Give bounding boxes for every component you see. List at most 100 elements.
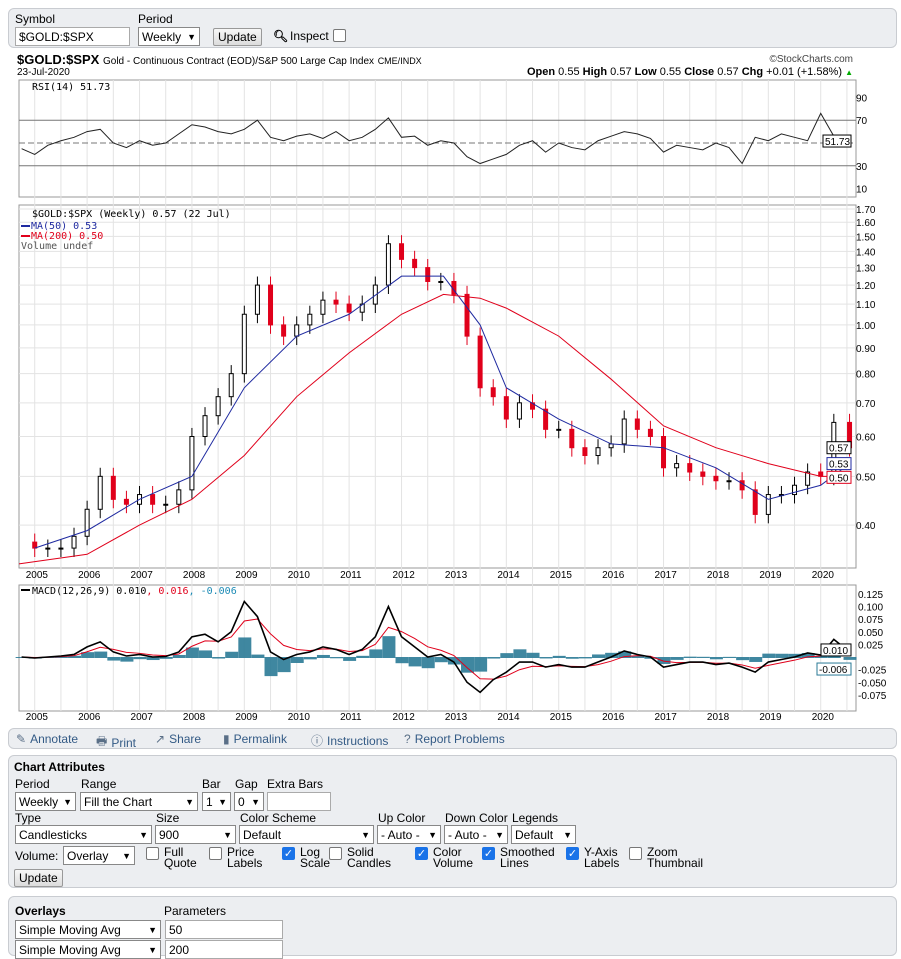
up-color-select[interactable]: - Auto - ▼	[377, 825, 441, 844]
symbol-label: Symbol	[15, 12, 56, 26]
candle-body	[674, 463, 680, 469]
attr-period-select[interactable]: Weekly ▼	[15, 792, 76, 811]
option-checkbox[interactable]: ✓	[566, 847, 579, 860]
toolbar-permalink[interactable]: ▮ Permalink	[223, 732, 287, 746]
macd-histogram-bar	[159, 657, 173, 659]
candle-body	[726, 480, 732, 483]
macd-histogram-bar	[303, 657, 317, 660]
help-icon: ?	[404, 732, 411, 746]
macd-histogram-bar	[238, 637, 252, 658]
candle-body	[752, 489, 758, 515]
period-select[interactable]: Weekly ▼	[138, 27, 200, 46]
option-label-line: Candles	[347, 856, 392, 870]
value-flag-text: 0.50	[829, 473, 849, 484]
macd-histogram-bar	[709, 657, 723, 660]
extra-bars-input[interactable]	[267, 792, 331, 811]
year-label: 2019	[759, 570, 782, 581]
year-label: 2016	[602, 712, 625, 723]
option-label: Log Scale	[300, 845, 330, 869]
bar-select[interactable]: 1 ▼	[202, 792, 231, 811]
legends-select[interactable]: Default ▼	[511, 825, 576, 844]
price-chart[interactable]: 90 70 30 10 1.70 1.60 1.50 1.40 1.30 1.20 1.10 1.00…	[0, 78, 901, 728]
inspect-checkbox[interactable]	[333, 29, 346, 42]
range-select[interactable]: Fill the Chart ▼	[80, 792, 198, 811]
color-scheme-select[interactable]: Default ▼	[239, 825, 374, 844]
option-label-line: Full	[164, 845, 184, 859]
candle-body	[792, 484, 798, 496]
period-value: Weekly	[142, 29, 182, 44]
year-label: 2008	[183, 570, 206, 581]
chevron-down-icon: ▼	[148, 924, 157, 935]
year-label: 2011	[340, 570, 362, 581]
attributes-update-button[interactable]: Update	[14, 869, 63, 887]
candle-body	[412, 258, 418, 269]
year-label: 2017	[655, 712, 678, 723]
macd-histogram-bar	[605, 652, 619, 658]
option-checkbox[interactable]	[629, 847, 642, 860]
rsi-current-flag: 51.73	[822, 134, 852, 148]
candle-body	[123, 498, 129, 505]
chevron-down-icon: ▼	[187, 31, 196, 42]
ma200-current-flag: 0.50	[826, 470, 852, 484]
down-color-select[interactable]: - Auto - ▼	[444, 825, 508, 844]
overlay-type-select[interactable]: Simple Moving Avg ▼	[15, 920, 161, 939]
year-label: 2018	[707, 570, 730, 581]
update-button[interactable]: Update	[213, 28, 262, 46]
overlay-type-value: Simple Moving Avg	[19, 922, 121, 937]
candle-body	[765, 494, 771, 515]
overlay-type-select[interactable]: Simple Moving Avg ▼	[15, 940, 161, 959]
price-tick-label: 0.60	[856, 433, 876, 444]
macd-histogram-bar	[382, 636, 396, 658]
option-label-line: Labels	[227, 856, 263, 870]
year-label: 2015	[550, 570, 573, 581]
candle-body	[516, 402, 522, 420]
value-flag-text: 0.57	[829, 444, 849, 455]
macd-current-flag: 0.010	[820, 643, 852, 657]
toolbar-annotate[interactable]: ✎ Annotate	[16, 732, 78, 746]
option-label: Smoothed Lines	[500, 846, 555, 870]
option-checkbox[interactable]: ✓	[415, 847, 428, 860]
option-label-line: Lines	[500, 856, 529, 870]
toolbar-share[interactable]: ↗ Share	[155, 732, 201, 746]
toolbar-print[interactable]: 🖶 Print	[96, 732, 136, 753]
volume-select[interactable]: Overlay ▼	[63, 846, 135, 865]
gap-select[interactable]: 0 ▼	[234, 792, 264, 811]
overlay-param-input[interactable]	[165, 920, 283, 939]
macd-hist-flag: -0.006	[816, 662, 852, 676]
panel-frame	[18, 584, 857, 712]
year-label: 2016	[602, 570, 625, 581]
year-label: 2005	[26, 712, 49, 723]
symbol-input[interactable]	[15, 27, 130, 46]
chevron-down-icon: ▼	[63, 796, 72, 807]
toolbar-report-problems[interactable]: ? Report Problems	[404, 732, 505, 746]
size-value: 900	[159, 827, 180, 842]
price-tick-label: 1.40	[856, 247, 876, 258]
option-checkbox[interactable]: ✓	[482, 847, 495, 860]
value-flag-box	[826, 470, 852, 484]
toolbar-instructions[interactable]: ⓘ Instructions	[311, 732, 388, 749]
macd-histogram-bar	[749, 657, 763, 662]
gap-label: Gap	[235, 777, 258, 791]
option-checkbox[interactable]	[146, 847, 159, 860]
option-checkbox[interactable]	[209, 847, 222, 860]
option-label-line: Log	[300, 845, 321, 859]
macd-histogram-bar	[736, 657, 750, 661]
open-value: 0.55	[558, 66, 580, 78]
inspect-label: Inspect	[290, 29, 329, 43]
type-select[interactable]: Candlesticks ▼	[15, 825, 152, 844]
chg-value: +0.01 (+1.58%)	[766, 66, 843, 78]
option-checkbox[interactable]	[329, 847, 342, 860]
candle-body	[634, 418, 640, 430]
option-checkbox[interactable]: ✓	[282, 847, 295, 860]
macd-histogram-bar	[565, 657, 579, 659]
size-select[interactable]: 900 ▼	[155, 825, 236, 844]
macd-histogram-bar	[631, 655, 645, 658]
candle-body	[202, 415, 208, 438]
option-label: Y-Axis Labels	[584, 846, 619, 869]
option-label-line: Price	[227, 845, 255, 859]
candle-body	[268, 284, 274, 326]
overlay-param-input[interactable]	[165, 940, 283, 959]
toolbar-label: Instructions	[327, 733, 389, 748]
type-value: Candlesticks	[19, 827, 88, 842]
macd-tick-label: -0.050	[858, 678, 887, 689]
